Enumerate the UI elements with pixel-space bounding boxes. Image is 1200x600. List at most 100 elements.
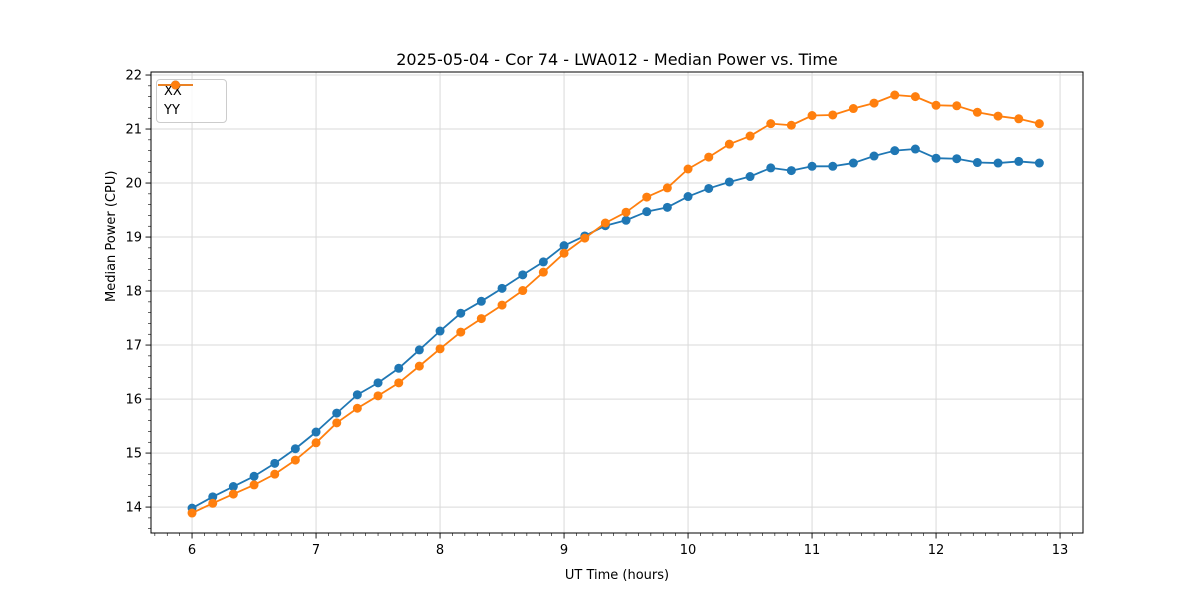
data-point xyxy=(456,327,466,337)
data-point xyxy=(352,403,362,413)
data-point xyxy=(249,471,259,481)
legend-swatch-yy-icon xyxy=(158,80,193,90)
y-tick-label: 20 xyxy=(125,177,142,192)
y-tick-label: 19 xyxy=(125,231,142,246)
data-point xyxy=(1014,156,1024,166)
data-point xyxy=(208,498,218,508)
x-tick-label: 9 xyxy=(560,543,568,558)
data-point xyxy=(807,111,817,121)
data-point xyxy=(394,363,404,373)
data-point xyxy=(704,183,714,193)
data-point xyxy=(724,177,734,187)
data-point xyxy=(621,215,631,225)
y-tick-label: 15 xyxy=(125,447,142,462)
data-point xyxy=(993,158,1003,168)
y-tick-label: 22 xyxy=(125,69,142,84)
data-point xyxy=(848,104,858,114)
y-tick-label: 17 xyxy=(125,339,142,354)
data-point xyxy=(972,158,982,168)
series-line-yy xyxy=(191,94,1040,514)
data-point xyxy=(270,458,280,468)
data-point xyxy=(766,163,776,173)
y-tick-label: 18 xyxy=(125,285,142,300)
data-point xyxy=(972,107,982,117)
data-point xyxy=(580,233,590,243)
data-point xyxy=(435,326,445,336)
data-point xyxy=(993,111,1003,121)
data-point xyxy=(538,267,548,277)
data-point xyxy=(662,183,672,193)
grid xyxy=(151,72,1083,533)
data-point xyxy=(311,427,321,437)
data-point xyxy=(435,344,445,354)
data-point xyxy=(910,92,920,102)
chart-title: 2025-05-04 - Cor 74 - LWA012 - Median Po… xyxy=(396,50,838,69)
x-tick-label: 8 xyxy=(436,543,444,558)
data-point xyxy=(931,100,941,110)
data-point xyxy=(890,90,900,100)
data-point xyxy=(828,110,838,120)
series-yy xyxy=(187,90,1044,518)
x-axis-label: UT Time (hours) xyxy=(564,568,670,583)
data-point xyxy=(497,283,507,293)
data-point xyxy=(228,482,238,492)
data-point xyxy=(683,164,693,174)
data-point xyxy=(270,469,280,479)
data-point xyxy=(910,144,920,154)
data-point xyxy=(952,101,962,111)
x-tick-label: 11 xyxy=(804,543,821,558)
data-point xyxy=(724,139,734,149)
data-point xyxy=(745,172,755,182)
x-tick-label: 7 xyxy=(312,543,320,558)
data-point xyxy=(621,207,631,217)
data-point xyxy=(290,444,300,454)
series-xx xyxy=(187,144,1044,513)
data-point xyxy=(559,241,569,251)
y-tick-label: 14 xyxy=(125,501,142,516)
data-point xyxy=(394,378,404,388)
x-tick-label: 10 xyxy=(680,543,697,558)
data-point xyxy=(187,508,197,518)
data-point xyxy=(952,154,962,164)
data-point xyxy=(414,345,424,355)
data-point xyxy=(869,151,879,161)
y-tick-label: 21 xyxy=(125,123,142,138)
data-point xyxy=(890,146,900,156)
data-point xyxy=(352,390,362,400)
data-point xyxy=(228,489,238,499)
data-point xyxy=(786,166,796,176)
data-point xyxy=(1034,158,1044,168)
data-point xyxy=(476,296,486,306)
data-point xyxy=(848,158,858,168)
data-point xyxy=(766,119,776,129)
data-point xyxy=(704,152,714,162)
plot-spines xyxy=(150,71,1084,534)
data-point xyxy=(745,131,755,141)
x-tick-label: 6 xyxy=(188,543,196,558)
data-point xyxy=(518,286,528,296)
data-point xyxy=(1034,119,1044,129)
data-point xyxy=(311,438,321,448)
data-point xyxy=(559,248,569,258)
data-point xyxy=(414,361,424,371)
data-point xyxy=(807,161,817,171)
data-point xyxy=(642,207,652,217)
data-point xyxy=(208,492,218,502)
data-point xyxy=(931,153,941,163)
data-point xyxy=(786,120,796,130)
legend: XX YY xyxy=(156,79,227,123)
data-point xyxy=(456,308,466,318)
data-point xyxy=(600,218,610,228)
data-point xyxy=(662,202,672,212)
data-point xyxy=(332,418,342,428)
legend-item-yy: YY xyxy=(158,80,219,120)
data-point xyxy=(249,480,259,490)
x-tick-label: 12 xyxy=(928,543,945,558)
data-point xyxy=(518,270,528,280)
data-point xyxy=(373,391,383,401)
data-point xyxy=(290,455,300,465)
data-point xyxy=(373,378,383,388)
x-tick-label: 13 xyxy=(1052,543,1069,558)
